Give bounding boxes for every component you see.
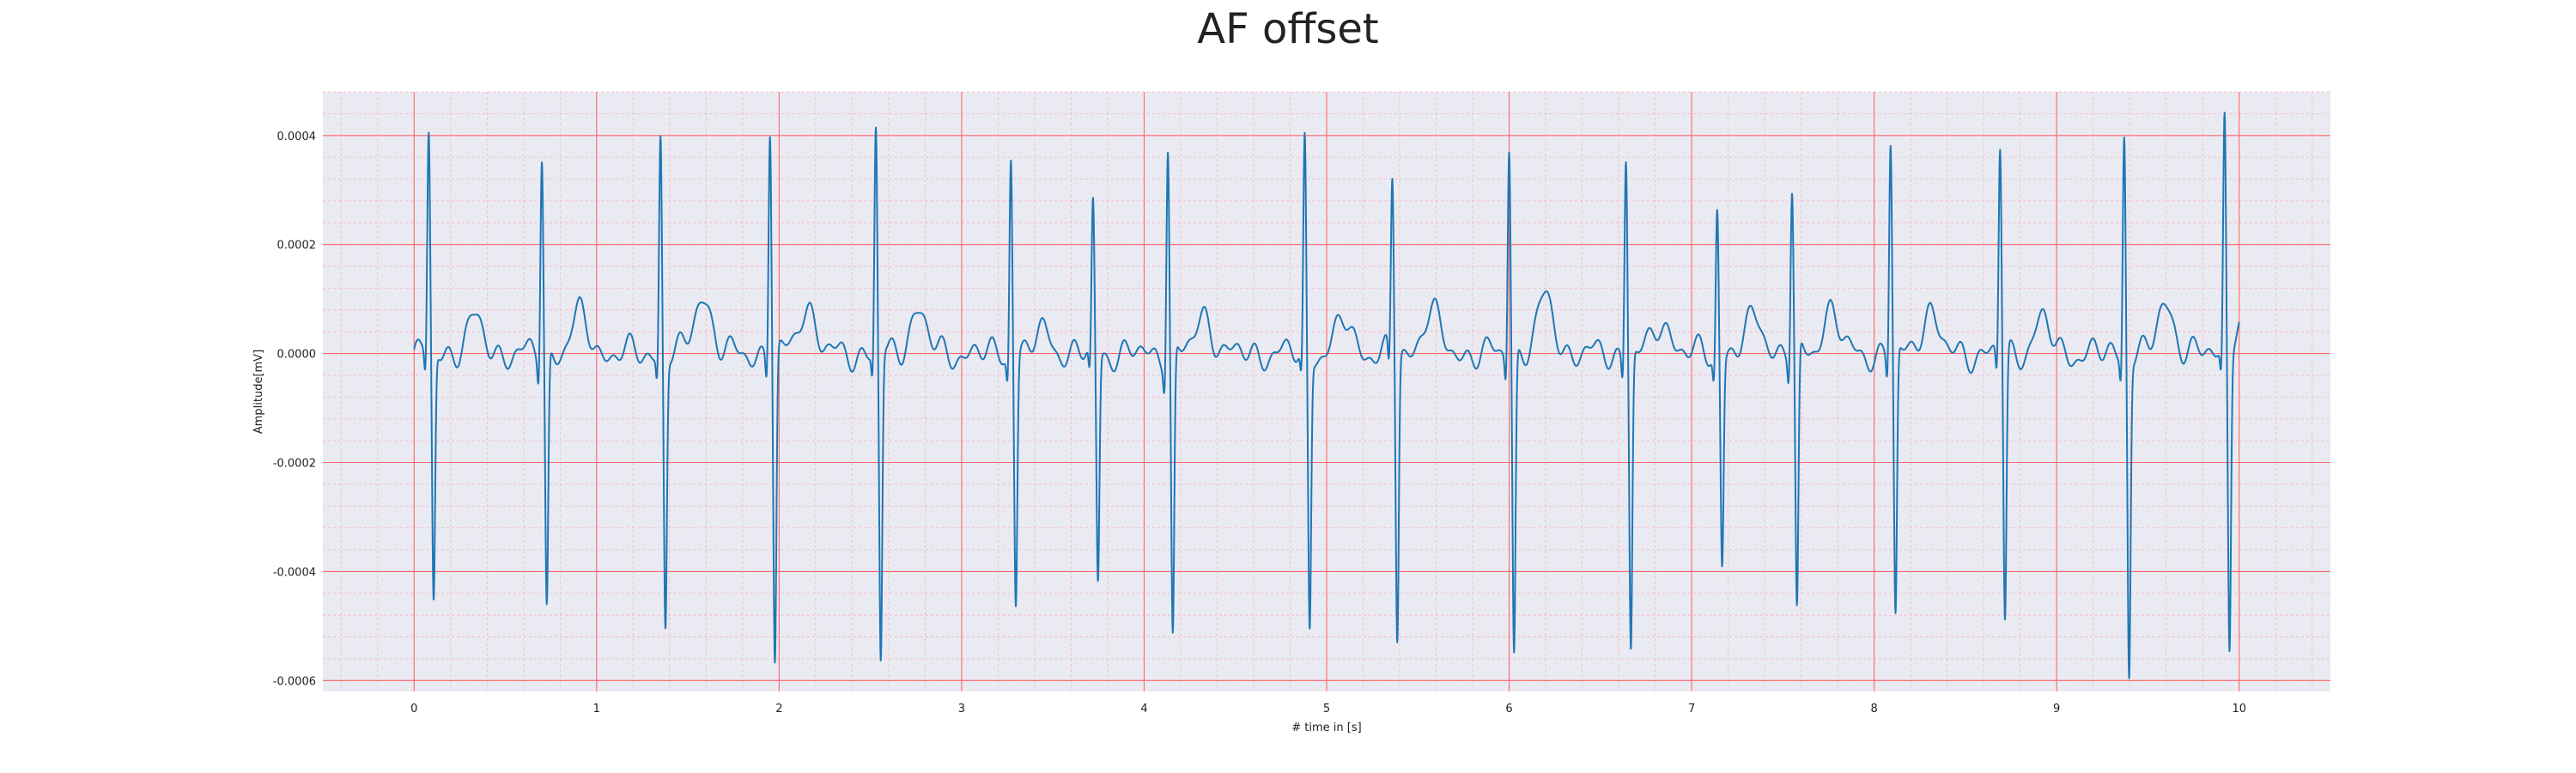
x-tick-label: 1 bbox=[593, 703, 600, 715]
x-tick-label: 2 bbox=[775, 703, 782, 715]
y-tick-label: 0.0004 bbox=[277, 131, 317, 143]
x-tick-label: 4 bbox=[1140, 703, 1147, 715]
y-tick-label: -0.0004 bbox=[273, 566, 316, 579]
plot-area bbox=[413, 112, 2240, 679]
x-axis-label: # time in [s] bbox=[1291, 721, 1361, 734]
x-tick-label: 10 bbox=[2232, 703, 2246, 715]
x-tick-label: 0 bbox=[410, 703, 417, 715]
x-tick-label: 7 bbox=[1688, 703, 1695, 715]
tick-labels: 0 1 2 3 4 5 6 7 8 9 10 -0.0006 -0.0004 -0.0002 0.0000 0… bbox=[273, 131, 2246, 715]
y-tick-label: -0.0006 bbox=[273, 675, 316, 688]
chart-title: AF offset bbox=[1197, 5, 1379, 53]
x-tick-label: 8 bbox=[1870, 703, 1877, 715]
x-tick-label: 9 bbox=[2053, 703, 2060, 715]
y-tick-label: 0.0000 bbox=[277, 349, 317, 362]
y-tick-label: 0.0002 bbox=[277, 240, 317, 253]
x-tick-label: 6 bbox=[1505, 703, 1512, 715]
y-axis-label: Amplitude[mV] bbox=[252, 350, 265, 434]
y-tick-label: -0.0002 bbox=[273, 457, 316, 470]
x-tick-label: 3 bbox=[958, 703, 965, 715]
x-tick-label: 5 bbox=[1323, 703, 1330, 715]
ecg-series-line bbox=[413, 112, 2240, 679]
